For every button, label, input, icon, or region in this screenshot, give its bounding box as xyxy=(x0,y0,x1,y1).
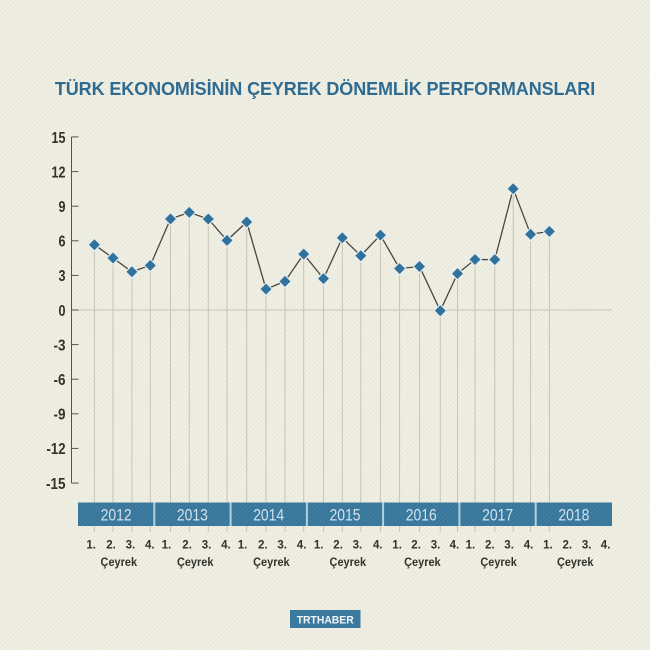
svg-text:2012: 2012 xyxy=(101,507,132,525)
svg-text:Çeyrek: Çeyrek xyxy=(404,555,441,569)
svg-text:2014: 2014 xyxy=(253,507,284,525)
svg-text:6: 6 xyxy=(59,234,66,251)
svg-text:2015: 2015 xyxy=(330,507,361,525)
svg-text:12: 12 xyxy=(52,164,66,181)
svg-text:2018: 2018 xyxy=(558,507,589,525)
svg-text:2.: 2. xyxy=(106,539,116,551)
svg-text:4.: 4. xyxy=(601,539,611,551)
svg-text:-12: -12 xyxy=(47,441,66,458)
svg-text:1.: 1. xyxy=(238,539,248,551)
svg-text:2013: 2013 xyxy=(177,507,208,525)
svg-text:-15: -15 xyxy=(46,476,66,493)
svg-text:2016: 2016 xyxy=(406,507,437,525)
svg-text:Çeyrek: Çeyrek xyxy=(177,555,214,569)
svg-text:2.: 2. xyxy=(258,539,268,551)
svg-text:3.: 3. xyxy=(353,539,363,551)
svg-text:2.: 2. xyxy=(182,539,192,551)
svg-text:Çeyrek: Çeyrek xyxy=(480,555,517,569)
svg-text:2.: 2. xyxy=(485,539,495,551)
svg-text:15: 15 xyxy=(52,130,66,147)
svg-text:2017: 2017 xyxy=(482,507,513,525)
svg-text:3.: 3. xyxy=(202,539,212,551)
svg-text:4.: 4. xyxy=(145,539,155,551)
svg-text:Çeyrek: Çeyrek xyxy=(253,555,290,569)
svg-text:TRTHABER: TRTHABER xyxy=(297,615,354,627)
svg-text:3: 3 xyxy=(59,268,66,285)
svg-text:Çeyrek: Çeyrek xyxy=(330,555,367,569)
svg-text:3.: 3. xyxy=(277,539,287,551)
svg-text:3.: 3. xyxy=(431,539,441,551)
svg-text:4.: 4. xyxy=(221,539,231,551)
svg-text:2.: 2. xyxy=(333,539,343,551)
svg-text:4.: 4. xyxy=(373,539,383,551)
svg-text:1.: 1. xyxy=(466,539,476,551)
svg-text:1.: 1. xyxy=(392,539,402,551)
svg-text:1.: 1. xyxy=(162,539,172,551)
svg-text:3.: 3. xyxy=(582,539,592,551)
svg-text:2.: 2. xyxy=(411,539,421,551)
svg-text:0: 0 xyxy=(59,303,66,320)
svg-text:-6: -6 xyxy=(54,372,66,389)
svg-text:4.: 4. xyxy=(297,539,307,551)
svg-text:4.: 4. xyxy=(450,539,460,551)
svg-text:1.: 1. xyxy=(86,539,96,551)
svg-text:2.: 2. xyxy=(563,539,573,551)
svg-text:3.: 3. xyxy=(126,539,136,551)
svg-text:Çeyrek: Çeyrek xyxy=(101,555,138,569)
svg-text:-9: -9 xyxy=(54,407,66,424)
svg-text:1.: 1. xyxy=(314,539,324,551)
svg-text:9: 9 xyxy=(59,199,66,216)
svg-text:1.: 1. xyxy=(543,539,553,551)
svg-text:Çeyrek: Çeyrek xyxy=(557,555,594,569)
svg-text:4.: 4. xyxy=(524,539,534,551)
svg-text:3.: 3. xyxy=(504,539,514,551)
svg-text:-3: -3 xyxy=(54,337,66,354)
